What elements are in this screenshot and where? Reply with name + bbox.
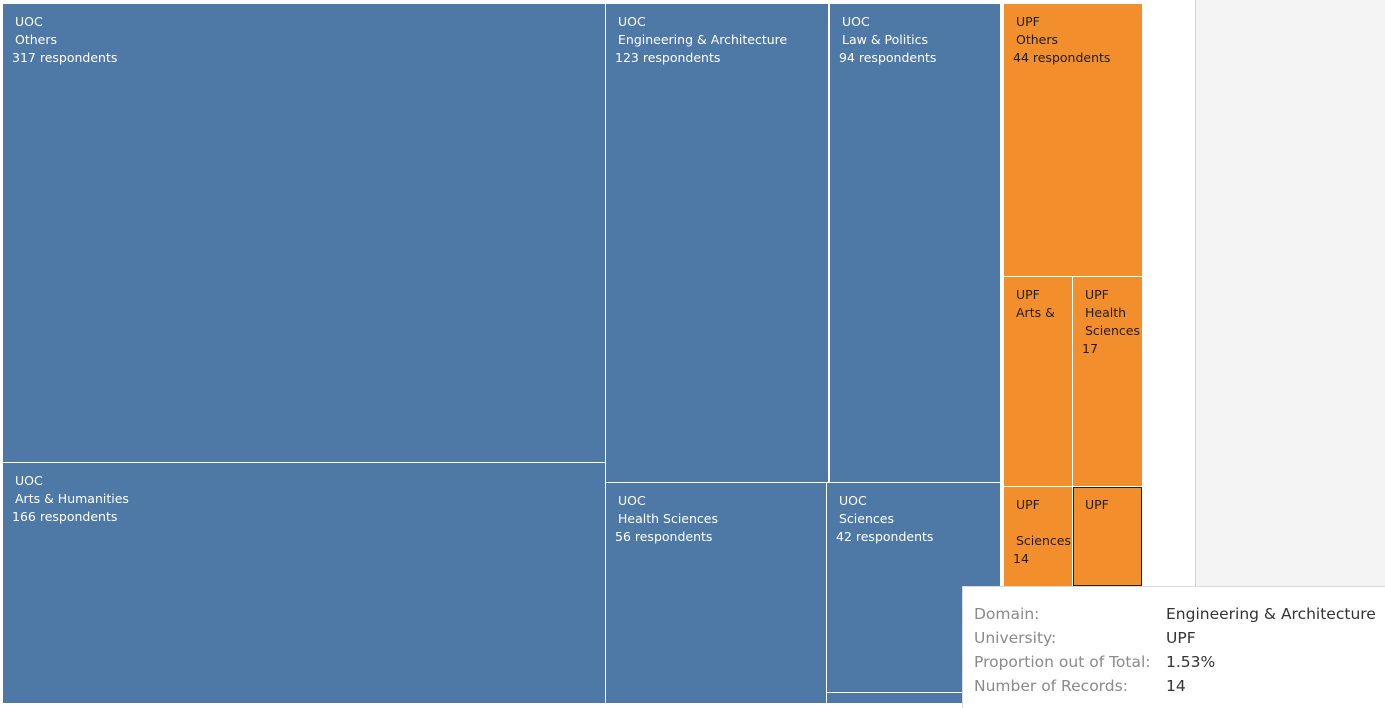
tile-domain: Others — [15, 32, 58, 47]
tile-label: UOC Health Sciences 56 respondents — [615, 492, 718, 546]
tile-domain: Health Sciences — [1085, 305, 1140, 338]
tile-label: UOC Engineering & Architecture 123 respond… — [615, 13, 787, 67]
treemap-tile-upf-others[interactable]: UPF Others 44 respondents — [1004, 4, 1142, 276]
tooltip-row-domain: Domain: Engineering & Architecture — [974, 605, 1376, 629]
tile-university: UPF — [1016, 14, 1040, 29]
tile-domain: Engineering & Architecture — [618, 32, 788, 47]
treemap-tile-upf-arts[interactable]: UPF Arts & — [1004, 277, 1072, 486]
tile-domain: Law & Politics — [842, 32, 928, 47]
tile-domain: Arts & Humanities — [15, 491, 129, 506]
tooltip-value: 1.53% — [1166, 653, 1216, 671]
tile-count: 317 respondents — [12, 50, 118, 65]
tooltip-row-proportion: Proportion out of Total: 1.53% — [974, 653, 1215, 677]
tile-count: 166 respondents — [12, 509, 118, 524]
tile-domain: Arts & — [1016, 305, 1055, 320]
tile-label: UPF Sciences 14 — [1013, 496, 1071, 568]
tile-divider — [827, 692, 1000, 693]
treemap-tile-uoc-eng[interactable]: UOC Engineering & Architecture 123 respond… — [606, 4, 828, 482]
tile-university: UPF — [1016, 497, 1040, 512]
side-pane — [1196, 0, 1385, 586]
pane-divider — [1195, 0, 1196, 586]
tooltip-row-records: Number of Records: 14 — [974, 677, 1186, 701]
tooltip-value: UPF — [1166, 629, 1196, 647]
tile-label: UOC Others 317 respondents — [12, 13, 117, 67]
tile-domain: Sciences — [1016, 533, 1071, 548]
tile-label: UOC Law & Politics 94 respondents — [839, 13, 936, 67]
treemap-tile-upf-sci[interactable]: UPF Sciences 14 — [1004, 487, 1072, 586]
tooltip-key: University: — [974, 629, 1057, 647]
treemap-tile-uoc-health[interactable]: UOC Health Sciences 56 respondents — [606, 483, 826, 703]
tile-university: UOC — [618, 14, 646, 29]
tile-label: UPF Arts & — [1013, 286, 1055, 322]
tile-label: UPF Health Sciences 17 — [1082, 286, 1140, 358]
tile-domain: Others — [1016, 32, 1059, 47]
tooltip-key: Number of Records: — [974, 677, 1128, 695]
tile-domain: Health Sciences — [618, 511, 718, 526]
treemap-tile-upf-health[interactable]: UPF Health Sciences 17 — [1073, 277, 1142, 486]
treemap-tile-uoc-law[interactable]: UOC Law & Politics 94 respondents — [830, 4, 1000, 482]
tile-university: UPF — [1085, 497, 1109, 512]
tooltip-key: Domain: — [974, 605, 1040, 623]
tile-university: UPF — [1016, 287, 1040, 302]
tile-count: 56 respondents — [615, 529, 713, 544]
tile-label: UOC Arts & Humanities 166 respondents — [12, 472, 129, 526]
tile-university: UOC — [842, 14, 870, 29]
tile-university: UOC — [15, 473, 43, 488]
tile-sliver[interactable] — [827, 693, 1000, 703]
tile-university: UOC — [15, 14, 43, 29]
tile-count: 123 respondents — [615, 50, 721, 65]
treemap-tile-uoc-others[interactable]: UOC Others 317 respondents — [3, 4, 605, 462]
tile-count: 44 respondents — [1013, 50, 1111, 65]
tile-count: 17 — [1082, 341, 1098, 356]
tile-university: UOC — [618, 493, 646, 508]
treemap-tile-uoc-arts[interactable]: UOC Arts & Humanities 166 respondents — [3, 463, 605, 703]
tile-label: UOC Sciences 42 respondents — [836, 492, 933, 546]
tile-university: UOC — [839, 493, 867, 508]
tooltip-value: 14 — [1166, 677, 1186, 695]
tooltip-row-university: University: UPF — [974, 629, 1196, 653]
tile-university: UPF — [1085, 287, 1109, 302]
tile-label: UPF Others 44 respondents — [1013, 13, 1110, 67]
tile-domain: Sciences — [839, 511, 894, 526]
tile-count: 94 respondents — [839, 50, 937, 65]
tooltip: Domain: Engineering & Architecture Unive… — [962, 586, 1385, 708]
tooltip-key: Proportion out of Total: — [974, 653, 1151, 671]
treemap-tile-upf-eng[interactable]: UPF — [1073, 487, 1142, 586]
tile-label: UPF — [1082, 496, 1109, 514]
tile-count: 14 — [1013, 551, 1029, 566]
tooltip-value: Engineering & Architecture — [1166, 605, 1376, 623]
tile-count: 42 respondents — [836, 529, 934, 544]
